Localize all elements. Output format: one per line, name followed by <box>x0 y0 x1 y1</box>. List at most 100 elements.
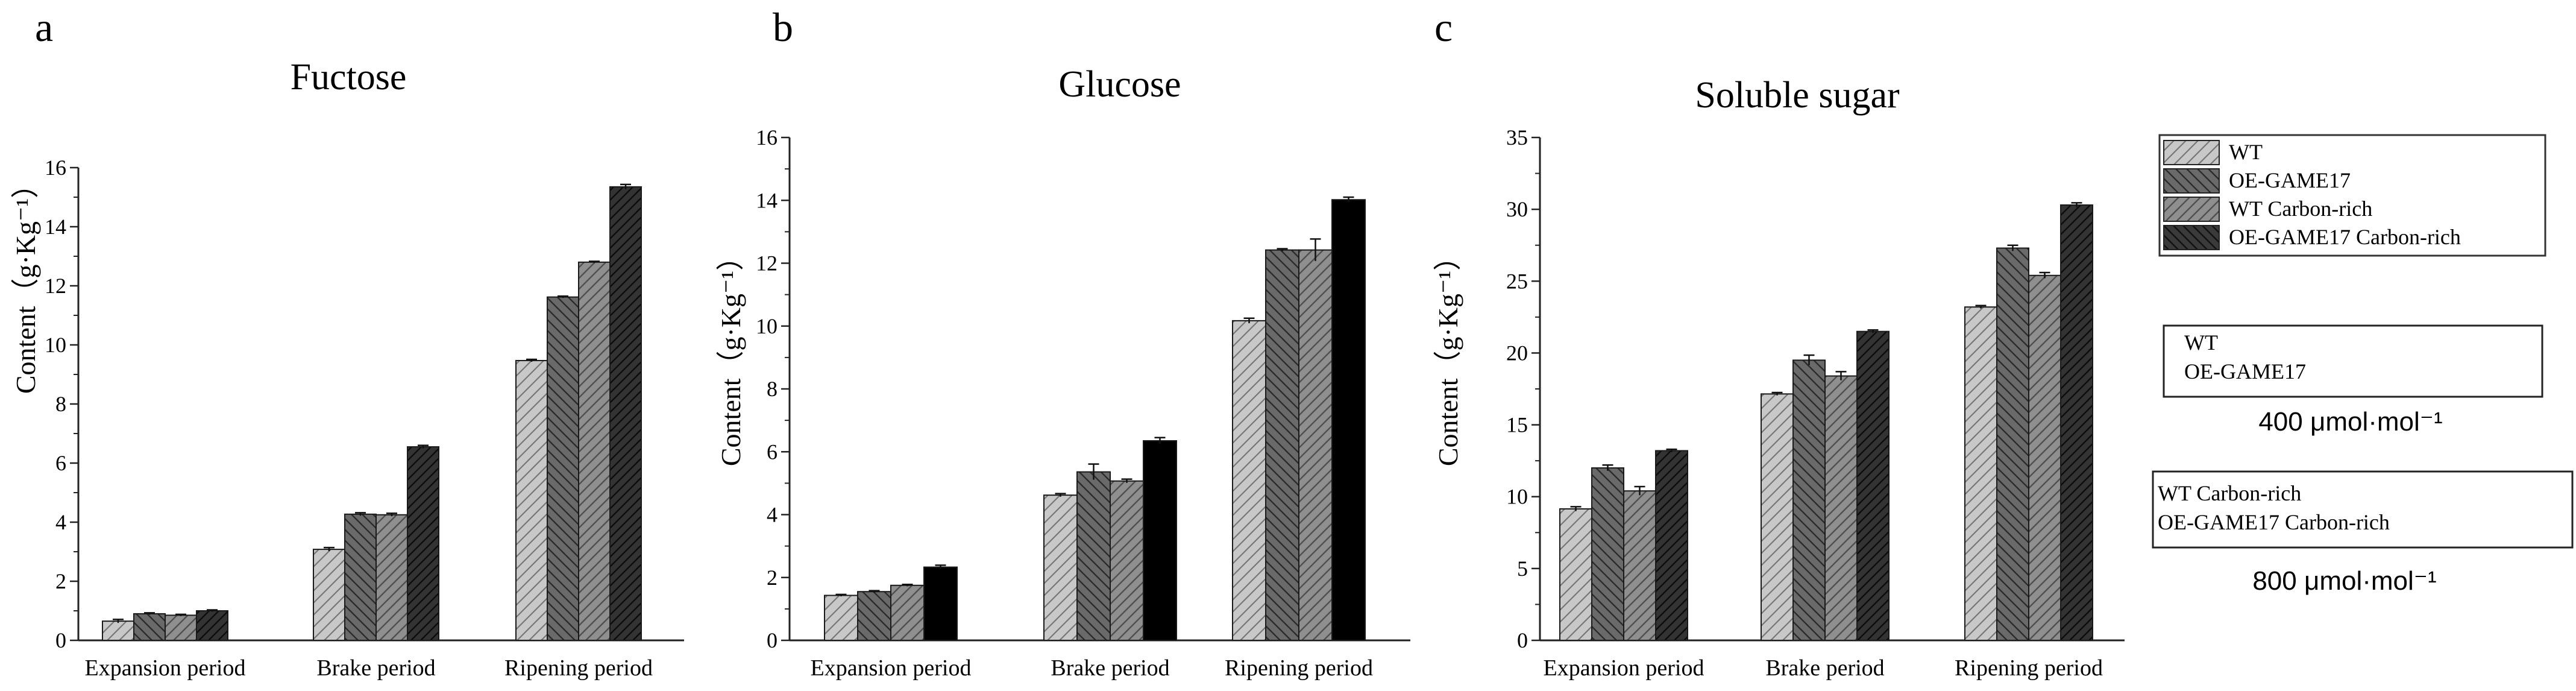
bar-oe-game17 <box>1792 359 1826 641</box>
bar-wt <box>1761 393 1794 642</box>
y-tick-label: 6 <box>55 451 66 475</box>
legend-swatch <box>2163 140 2220 165</box>
legend-swatch <box>2163 225 2220 250</box>
legend-label: WT Carbon-rich <box>2229 197 2372 221</box>
chart-title: Fuctose <box>291 57 407 98</box>
bar-oe-game17-carbon-rich <box>1856 330 1890 641</box>
legend-frame <box>2158 134 2546 257</box>
y-axis-label: Content（g·Kg⁻¹） <box>1433 243 1463 466</box>
legend-swatch <box>2163 168 2220 194</box>
bar-oe-game17 <box>1265 249 1299 642</box>
y-tick-label: 14 <box>45 215 66 239</box>
y-tick-label: 0 <box>55 628 66 652</box>
condition-frame <box>2152 470 2574 549</box>
panel-letter: c <box>1434 4 1453 50</box>
x-category-label: Ripening period <box>1225 655 1373 681</box>
co2-concentration: 400 μmol·mol⁻¹ <box>2258 407 2442 437</box>
bar-wt-carbon-rich <box>1298 249 1333 642</box>
panel-letter: b <box>773 4 793 50</box>
bar-wt <box>313 549 345 642</box>
condition-line: OE-GAME17 <box>2184 359 2306 383</box>
condition-box-ambient: WT OE-GAME17 400 μmol·mol⁻¹ <box>2163 324 2543 437</box>
legend-label: OE-GAME17 <box>2229 168 2351 192</box>
condition-line: WT <box>2184 330 2218 355</box>
legend: WT OE-GAME17 WT Carbon-rich OE-GAME17 Ca… <box>2158 134 2546 257</box>
y-tick-label: 10 <box>45 333 66 357</box>
bar-oe-game17-carbon-rich <box>407 446 439 641</box>
bar-wt <box>824 595 858 641</box>
legend-label: OE-GAME17 Carbon-rich <box>2229 225 2461 249</box>
bar-wt-carbon-rich <box>1824 375 1858 641</box>
co2-concentration: 800 μmol·mol⁻¹ <box>2252 566 2436 596</box>
y-tick-label: 4 <box>767 503 778 527</box>
legend-item: OE-GAME17 Carbon-rich <box>2163 225 2461 250</box>
x-category-label: Brake period <box>1051 655 1169 681</box>
plot-area: 0 2 4 6 8 10 12 14 16 Expansion period Brake perio… <box>45 156 684 681</box>
x-category-label: Ripening period <box>504 655 653 681</box>
bar-oe-game17-carbon-rich <box>609 186 642 642</box>
panel-fuctose: a Fuctose Content（g·Kg⁻¹） 0 2 4 6 8 10 12 14 16 E… <box>10 4 684 681</box>
bar-oe-game17 <box>133 613 166 642</box>
x-category-label: Expansion period <box>1543 655 1704 681</box>
y-tick-label: 6 <box>767 440 778 464</box>
bar-wt <box>102 620 134 642</box>
chart-title: Glucose <box>1058 64 1181 105</box>
y-tick-label: 16 <box>45 156 66 180</box>
bar-oe-game17-carbon-rich <box>1331 199 1366 641</box>
panel-letter: a <box>35 4 53 50</box>
bar-oe-game17 <box>1591 467 1624 641</box>
y-tick-label: 2 <box>55 569 66 593</box>
y-tick-label: 30 <box>1506 197 1528 221</box>
condition-line: WT Carbon-rich <box>2158 481 2301 505</box>
legend-item: WT Carbon-rich <box>2163 197 2372 222</box>
bar-wt-carbon-rich <box>890 584 925 641</box>
bar-oe-game17-carbon-rich <box>1655 450 1688 641</box>
x-category-label: Brake period <box>316 655 435 681</box>
y-tick-label: 5 <box>1517 557 1528 581</box>
y-tick-label: 8 <box>767 377 778 401</box>
bar-wt <box>1559 508 1592 641</box>
y-axis-label: Content（g·Kg⁻¹） <box>10 171 41 394</box>
x-category-label: Expansion period <box>810 655 971 681</box>
y-tick-label: 4 <box>55 510 66 534</box>
bar-wt <box>515 359 548 641</box>
bar-oe-game17 <box>857 591 891 641</box>
y-tick-label: 14 <box>756 188 778 212</box>
y-tick-label: 15 <box>1506 413 1528 437</box>
plot-area: 0 5 10 15 20 25 30 35 Expansion period Brake peri… <box>1506 125 2125 681</box>
condition-frame <box>2163 324 2543 398</box>
y-tick-label: 10 <box>756 314 778 338</box>
x-category-label: Ripening period <box>1955 655 2103 681</box>
bar-wt-carbon-rich <box>1623 490 1656 641</box>
y-tick-label: 20 <box>1506 341 1528 365</box>
bar-wt-carbon-rich <box>1110 480 1144 641</box>
bar-oe-game17-carbon-rich <box>1143 440 1177 641</box>
bar-wt <box>1964 306 1997 642</box>
bar-oe-game17-carbon-rich <box>196 610 228 641</box>
bar-oe-game17 <box>547 296 579 641</box>
panel-glucose: b Glucose Content（g·Kg⁻¹） 0 2 4 6 8 10 12 14 16 E… <box>715 4 1410 681</box>
y-tick-label: 2 <box>767 566 778 590</box>
legend-item: WT <box>2163 140 2263 165</box>
bar-wt-carbon-rich <box>165 614 197 641</box>
chart-title: Soluble sugar <box>1695 75 1900 116</box>
bar-oe-game17 <box>344 513 377 642</box>
bar-oe-game17 <box>1076 471 1111 641</box>
legend-item: OE-GAME17 <box>2163 168 2351 194</box>
y-axis-label: Content（g·Kg⁻¹） <box>715 243 746 466</box>
y-tick-label: 8 <box>55 392 66 416</box>
legend-swatch <box>2163 197 2220 222</box>
y-tick-label: 12 <box>45 274 66 298</box>
bar-wt <box>1043 494 1078 641</box>
bar-oe-game17-carbon-rich <box>2060 204 2093 642</box>
bar-oe-game17-carbon-rich <box>923 566 958 642</box>
bar-wt-carbon-rich <box>2028 274 2061 641</box>
y-tick-label: 16 <box>756 125 778 150</box>
bar-wt-carbon-rich <box>578 261 611 641</box>
panel-soluble-sugar: c Soluble sugar Content（g·Kg⁻¹） 0 5 10 15 20… <box>1433 4 2125 681</box>
y-tick-label: 0 <box>767 628 778 652</box>
plot-area: 0 2 4 6 8 10 12 14 16 Expansion period Brake perio… <box>756 125 1410 681</box>
y-tick-label: 35 <box>1506 125 1528 150</box>
y-tick-label: 25 <box>1506 269 1528 293</box>
x-category-label: Expansion period <box>84 655 245 681</box>
